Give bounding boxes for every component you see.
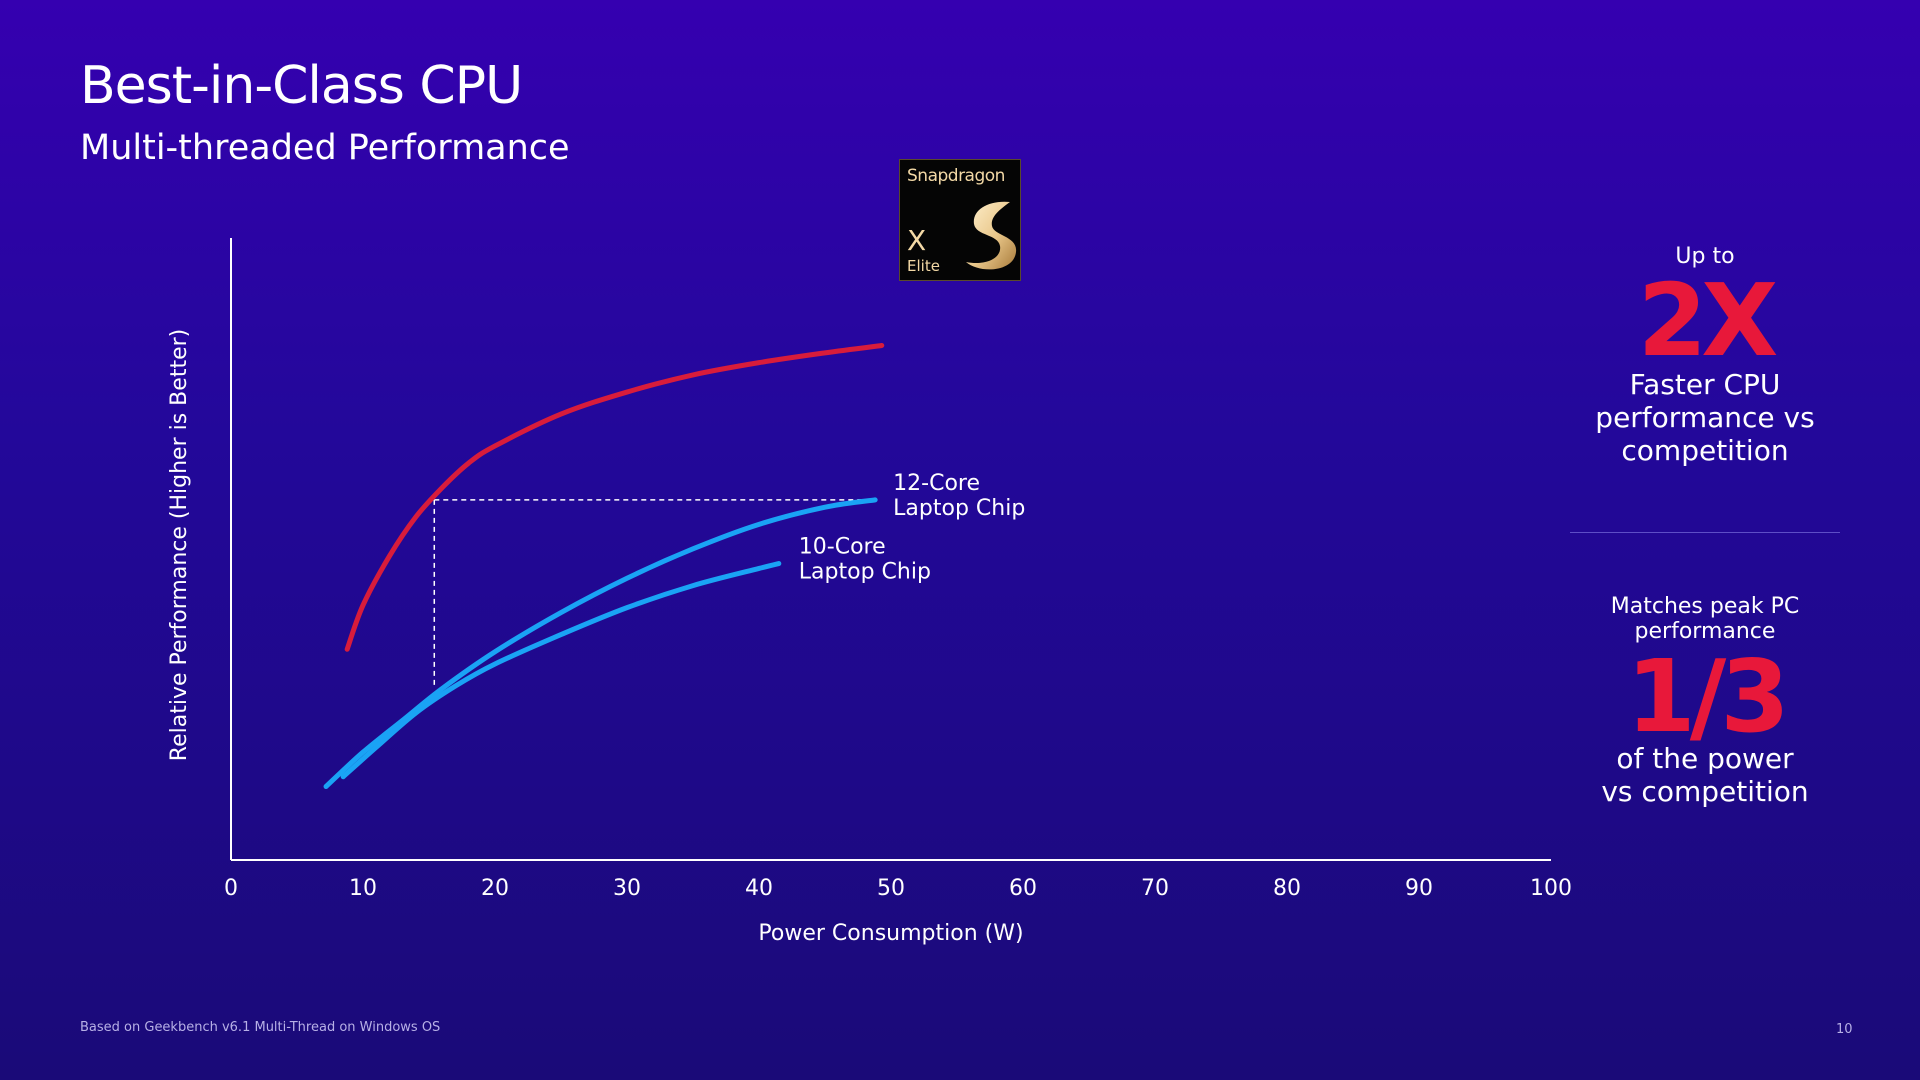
x-tick-label: 50 — [877, 876, 905, 901]
stat-2x-description: Faster CPU performance vs competition — [1570, 368, 1840, 467]
stat-power-description: of the power vs competition — [1570, 742, 1840, 808]
series-line-core10 — [340, 561, 782, 780]
series-label-core10: Laptop Chip — [799, 560, 931, 585]
x-tick-label: 20 — [481, 876, 509, 901]
stat-2x-line-2: performance vs — [1595, 401, 1815, 434]
x-tick-label: 30 — [613, 876, 641, 901]
badge-tier: Elite — [907, 257, 940, 275]
chart-axes — [230, 238, 1551, 861]
slide-subtitle: Multi-threaded Performance — [80, 128, 570, 168]
x-tick-label: 70 — [1141, 876, 1169, 901]
reference-lines — [433, 499, 876, 689]
stat-power-line-2: vs competition — [1601, 775, 1809, 808]
footnote: Based on Geekbench v6.1 Multi-Thread on … — [80, 1020, 441, 1035]
y-axis-label: Relative Performance (Higher is Better) — [167, 329, 192, 761]
snapdragon-logo-icon — [966, 201, 1017, 270]
snapdragon-x-elite-badge: Snapdragon X Elite — [899, 159, 1021, 281]
chart-series — [323, 343, 885, 789]
x-tick-label: 100 — [1530, 876, 1572, 901]
x-tick-labels: 0 10 20 30 40 50 60 70 80 90 100 — [224, 876, 1572, 901]
series-line-snapdragon — [344, 343, 885, 652]
stat-2x-line-3: competition — [1621, 434, 1789, 467]
page-number: 10 — [1836, 1022, 1853, 1037]
series-line-core12 — [323, 497, 878, 789]
x-axis-label: Power Consumption (W) — [758, 921, 1023, 946]
x-tick-label: 80 — [1273, 876, 1301, 901]
slide-title: Best-in-Class CPU — [80, 56, 523, 116]
stat-power-prefix-line-1: Matches peak PC — [1610, 594, 1800, 619]
stat-prefix: Up to — [1675, 244, 1735, 269]
series-label-core12: 12-Core — [893, 471, 980, 496]
badge-mark: X — [907, 224, 927, 257]
stat-power-prefix: Matches peak PC performance — [1570, 594, 1840, 644]
stat-2x-line-1: Faster CPU — [1629, 368, 1781, 401]
stats-divider — [1570, 532, 1840, 533]
x-tick-label: 10 — [349, 876, 377, 901]
x-tick-label: 60 — [1009, 876, 1037, 901]
x-tick-label: 40 — [745, 876, 773, 901]
x-tick-label: 90 — [1405, 876, 1433, 901]
stat-power-prefix-line-2: performance — [1634, 619, 1776, 644]
x-tick-label: 0 — [224, 876, 238, 901]
badge-brand: Snapdragon — [907, 166, 1005, 186]
stat-2x-value: 2X — [1637, 262, 1779, 379]
stat-third-value: 1/3 — [1626, 638, 1790, 755]
series-label-core12: Laptop Chip — [893, 496, 1025, 521]
series-label-core10: 10-Core — [799, 535, 886, 560]
stat-power-line-1: of the power — [1616, 742, 1794, 775]
